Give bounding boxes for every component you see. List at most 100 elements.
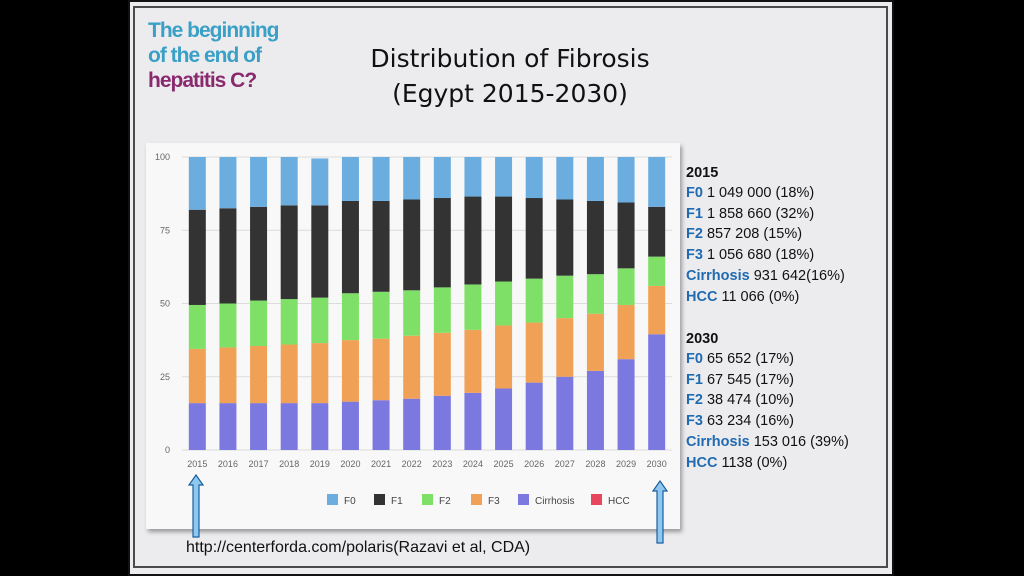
bar-segment-cirrhosis [556, 376, 574, 450]
bar-segment-f2 [495, 281, 513, 326]
legend-label: HCC [608, 496, 630, 507]
logo-line-3: hepatitis C? [148, 69, 257, 92]
bar-segment-f3 [617, 304, 635, 360]
bar-segment-f3 [525, 322, 543, 383]
bar-segment-f1 [311, 205, 329, 298]
bar-segment-f1 [648, 206, 666, 257]
stat-value: 153 016 (39%) [749, 433, 849, 450]
bar-segment-f1 [403, 199, 421, 291]
arrow-up-icon [652, 480, 668, 544]
bar-segment-f2 [617, 268, 635, 305]
bar-segment-cirrhosis [341, 401, 359, 450]
bar-segment-cirrhosis [464, 392, 482, 450]
source-citation: http://centerforda.com/polaris(Razavi et… [186, 539, 531, 556]
bar-segment-f0 [464, 157, 482, 197]
bar-segment-f0 [586, 157, 604, 201]
bar-segment-f1 [219, 208, 237, 304]
x-tick-label: 2015 [187, 459, 207, 469]
legend-swatch [591, 494, 602, 505]
x-tick-label: 2016 [218, 459, 238, 469]
bar-segment-f3 [219, 347, 237, 404]
slide-title: Distribution of Fibrosis [370, 44, 650, 73]
bar-segment-f2 [556, 275, 574, 319]
logo: The beginning of the end of hepatitis C? [148, 20, 280, 94]
stats-row: F1 67 545 (17%) [686, 372, 794, 388]
bar-segment-f3 [341, 340, 359, 402]
stacked-bar-chart: 0 25 50 75 100 2015 2016 2017 2018 2019 2020 2021 20… [155, 152, 672, 507]
bar-segment-f1 [525, 198, 543, 279]
x-tick-label: 2017 [249, 459, 269, 469]
bar-segment-cirrhosis [495, 388, 513, 450]
bar-segment-f3 [495, 325, 513, 389]
y-tick-label: 75 [160, 225, 170, 235]
bar-segment-f0 [556, 157, 574, 200]
bar-segment-f0 [341, 157, 359, 201]
stats-row: HCC 1138 (0%) [686, 455, 787, 471]
bar-segment-cirrhosis [433, 395, 451, 450]
x-tick-label: 2029 [616, 459, 636, 469]
bar-segment-f3 [372, 338, 390, 401]
bar-segment-f2 [525, 278, 543, 323]
bar-segment-f1 [280, 205, 298, 300]
stat-value: 1 858 660 (32%) [702, 205, 815, 222]
x-tick-label: 2028 [585, 459, 605, 469]
stat-key: Cirrhosis [686, 433, 750, 450]
x-tick-label: 2022 [402, 459, 422, 469]
stats-row: F3 1 056 680 (18%) [686, 247, 814, 263]
bar-segment-cirrhosis [617, 359, 635, 450]
bar-segment-cirrhosis [219, 403, 237, 450]
stat-key: F1 [686, 371, 703, 388]
stat-key: HCC [686, 454, 718, 471]
stat-value: 63 234 (16%) [702, 413, 795, 430]
stats-row: F2 38 474 (10%) [686, 392, 794, 408]
bar-segment-cirrhosis [280, 403, 298, 450]
bar-segment-f2 [403, 290, 421, 336]
stats-row: Cirrhosis 153 016 (39%) [686, 434, 849, 450]
legend-swatch [518, 494, 529, 505]
bar-segment-f0 [219, 157, 237, 209]
bar-segment-cirrhosis [586, 370, 604, 450]
stat-key: Cirrhosis [686, 267, 750, 284]
stat-value: 11 066 (0%) [717, 288, 800, 305]
bar-segment-f2 [464, 284, 482, 330]
y-tick-label: 0 [165, 445, 170, 455]
x-tick-label: 2025 [494, 459, 514, 469]
stat-value: 1 056 680 (18%) [702, 247, 815, 264]
bar-segment-f3 [311, 343, 329, 404]
stat-value: 1 049 000 (18%) [702, 185, 815, 201]
stat-key: F3 [686, 247, 703, 264]
bar-segment-cirrhosis [372, 400, 390, 450]
bar-segment-f0 [433, 157, 451, 199]
bar-segment-f2 [280, 299, 298, 345]
bar-segment-cirrhosis [250, 403, 268, 450]
bar-segment-cirrhosis [188, 403, 206, 450]
x-tick-label: 2024 [463, 459, 483, 469]
bar-segment-f2 [433, 287, 451, 333]
bar-segment-f0 [495, 157, 513, 197]
legend-swatch [422, 494, 433, 505]
bar-segment-f3 [250, 345, 268, 404]
slide-border [133, 6, 888, 568]
bar-segment-f1 [617, 202, 635, 269]
bar-segment-f3 [648, 285, 666, 335]
bar-segment-f2 [648, 256, 666, 286]
logo-line-1: The beginning [148, 19, 279, 42]
x-tick-label: 2023 [432, 459, 452, 469]
stats-row: F1 1 858 660 (32%) [686, 206, 814, 222]
legend-label: F2 [439, 496, 451, 507]
stat-key: F2 [686, 392, 703, 409]
stat-value: 38 474 (10%) [702, 392, 795, 409]
stat-value: 67 545 (17%) [702, 371, 795, 388]
stats-row: F0 1 049 000 (18%) [686, 185, 814, 201]
stats-year-heading: 2030 [686, 331, 719, 347]
bar-segment-f1 [433, 198, 451, 288]
stat-value: 857 208 (15%) [702, 226, 803, 243]
bar-segment-f0 [188, 157, 206, 210]
bar-segment-f1 [372, 200, 390, 292]
x-tick-label: 2027 [555, 459, 575, 469]
bar-segment-f0 [403, 157, 421, 200]
stat-key: HCC [686, 288, 718, 305]
stats-row: F2 857 208 (15%) [686, 226, 802, 242]
legend-label: Cirrhosis [535, 496, 574, 507]
bar-segment-f0 [525, 157, 543, 199]
